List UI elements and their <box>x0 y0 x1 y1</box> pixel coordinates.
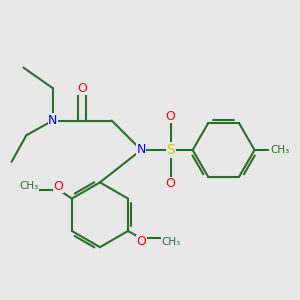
Text: O: O <box>77 82 87 95</box>
Text: CH₃: CH₃ <box>270 145 289 155</box>
Text: O: O <box>166 177 176 190</box>
Text: S: S <box>166 143 175 157</box>
Text: N: N <box>48 114 58 127</box>
Text: O: O <box>54 180 64 193</box>
Text: O: O <box>136 236 146 248</box>
Text: CH₃: CH₃ <box>20 181 39 191</box>
Text: O: O <box>166 110 176 123</box>
Text: CH₃: CH₃ <box>161 237 180 247</box>
Text: N: N <box>136 143 146 157</box>
